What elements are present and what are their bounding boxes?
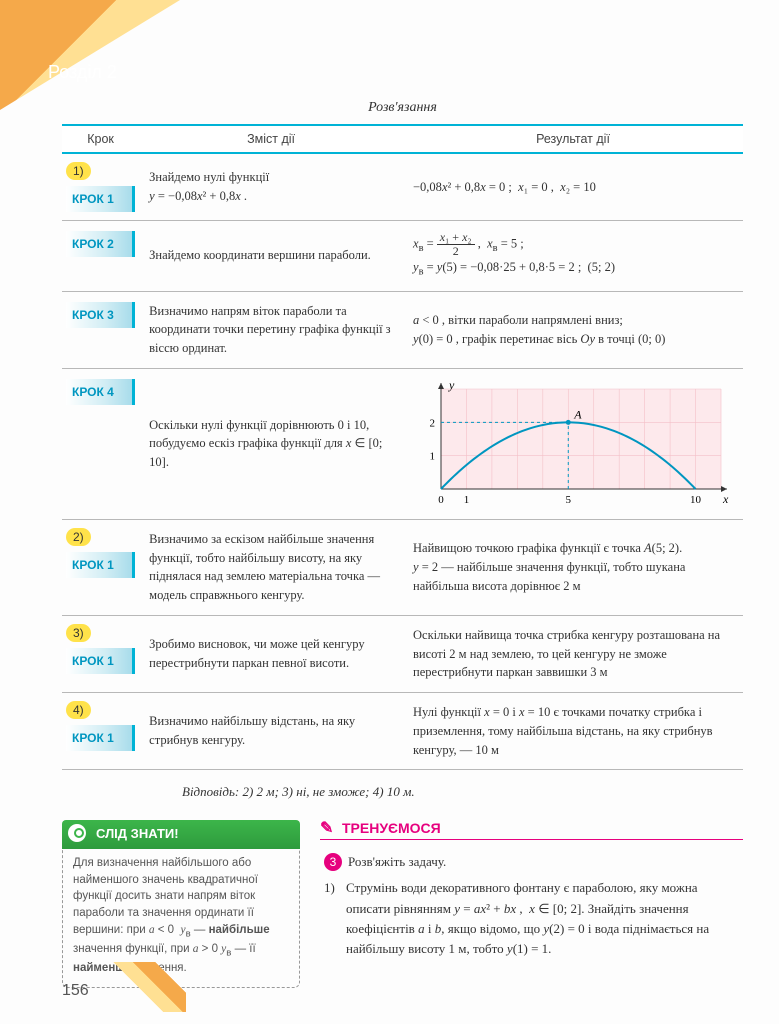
step-badge: КРОК 3	[66, 302, 135, 328]
table-row: КРОК 3Визначимо напрям віток параболи та…	[62, 291, 743, 368]
col-result: Результат дії	[403, 125, 743, 153]
col-action: Зміст дії	[139, 125, 403, 153]
col-step: Крок	[62, 125, 139, 153]
result-cell: A 0 1 5 10 1 2 x y	[403, 368, 743, 519]
exercise-lead-text: Розв'яжіть задачу.	[348, 854, 446, 869]
group-number-badge: 3)	[66, 624, 91, 642]
solution-table: Крок Зміст дії Результат дії 1)КРОК 1Зна…	[62, 124, 743, 770]
action-cell: Знайдемо нулі функціїy = −0,08x² + 0,8x …	[139, 153, 403, 221]
step-cell: 2) КРОК 1	[62, 519, 139, 615]
group-number-badge: 4)	[66, 701, 91, 719]
training-section: ТРЕНУЄМОСЯ 3 Розв'яжіть задачу. 1) Струмі…	[320, 820, 743, 959]
training-title: ТРЕНУЄМОСЯ	[320, 820, 743, 840]
svg-text:x: x	[722, 492, 729, 506]
step-cell: КРОК 3	[62, 291, 139, 368]
page-decoration	[96, 962, 186, 1012]
table-row: 2) КРОК 1Визначимо за ескізом найбільше з…	[62, 519, 743, 615]
result-cell: xв = x₁ + x₂2 , xв = 5 ;yв = y(5) = −0,0…	[403, 221, 743, 292]
svg-text:2: 2	[430, 417, 436, 429]
step-cell: 1) КРОК 1	[62, 153, 139, 221]
step-badge: КРОК 2	[66, 231, 135, 257]
action-cell: Оскільки нулі функції дорівнюють 0 і 10,…	[139, 368, 403, 519]
action-cell: Визначимо за ескізом найбільше значення …	[139, 519, 403, 615]
page-number: 156	[62, 982, 89, 1000]
exercise-item: 1) Струмінь води декоративного фонтану є…	[324, 878, 743, 959]
svg-text:5: 5	[566, 494, 572, 506]
parabola-graph: A 0 1 5 10 1 2 x y	[413, 379, 733, 509]
know-box-title: СЛІД ЗНАТИ!	[62, 820, 300, 849]
page-content: Розв'язання Крок Зміст дії Результат дії…	[0, 0, 779, 1008]
action-cell: Знайдемо координати вершини параболи.	[139, 221, 403, 292]
step-badge: КРОК 1	[66, 186, 135, 212]
step-cell: 4) КРОК 1	[62, 693, 139, 770]
answer-line: Відповідь: 2) 2 м; 3) ні, не зможе; 4) 1…	[62, 784, 743, 800]
solving-title: Розв'язання	[62, 100, 743, 116]
result-cell: Нулі функції x = 0 і x = 10 є точками по…	[403, 693, 743, 770]
svg-text:1: 1	[464, 494, 470, 506]
table-row: 3) КРОК 1Зробимо висновок, чи може цей ке…	[62, 615, 743, 692]
group-number-badge: 2)	[66, 528, 91, 546]
step-badge: КРОК 1	[66, 552, 135, 578]
exercise-sub-num: 1)	[324, 878, 346, 959]
result-cell: a < 0 , вітки параболи напрямлені вниз;y…	[403, 291, 743, 368]
table-row: 1) КРОК 1Знайдемо нулі функціїy = −0,08x²…	[62, 153, 743, 221]
action-cell: Зробимо висновок, чи може цей кенгуру пе…	[139, 615, 403, 692]
step-cell: КРОК 2	[62, 221, 139, 292]
step-badge: КРОК 1	[66, 725, 135, 751]
svg-text:y: y	[448, 379, 455, 392]
action-cell: Визначимо найбільшу відстань, на яку стр…	[139, 693, 403, 770]
step-badge: КРОК 4	[66, 379, 135, 405]
svg-text:A: A	[573, 407, 582, 421]
svg-text:0: 0	[438, 494, 444, 506]
result-cell: Найвищою точкою графіка функції є точка …	[403, 519, 743, 615]
table-row: КРОК 4Оскільки нулі функції дорівнюють 0…	[62, 368, 743, 519]
table-row: 4) КРОК 1Визначимо найбільшу відстань, на…	[62, 693, 743, 770]
group-number-badge: 1)	[66, 162, 91, 180]
action-cell: Визначимо напрям віток параболи та коорд…	[139, 291, 403, 368]
section-label: Розділ 2	[48, 62, 117, 83]
exercise-sub-text: Струмінь води декоративного фонтану є па…	[346, 878, 743, 959]
table-row: КРОК 2Знайдемо координати вершини парабо…	[62, 221, 743, 292]
svg-text:10: 10	[690, 494, 702, 506]
result-cell: −0,08x² + 0,8x = 0 ; x₁ = 0 , x₂ = 10	[403, 153, 743, 221]
know-box-body: Для визначення найбільшого або найменшог…	[63, 855, 299, 977]
result-cell: Оскільки найвища точка стрибка кенгуру р…	[403, 615, 743, 692]
svg-text:1: 1	[430, 450, 436, 462]
step-cell: КРОК 4	[62, 368, 139, 519]
step-badge: КРОК 1	[66, 648, 135, 674]
step-cell: 3) КРОК 1	[62, 615, 139, 692]
exercise-lead: 3 Розв'яжіть задачу.	[324, 852, 743, 872]
exercise-number: 3	[324, 853, 342, 871]
